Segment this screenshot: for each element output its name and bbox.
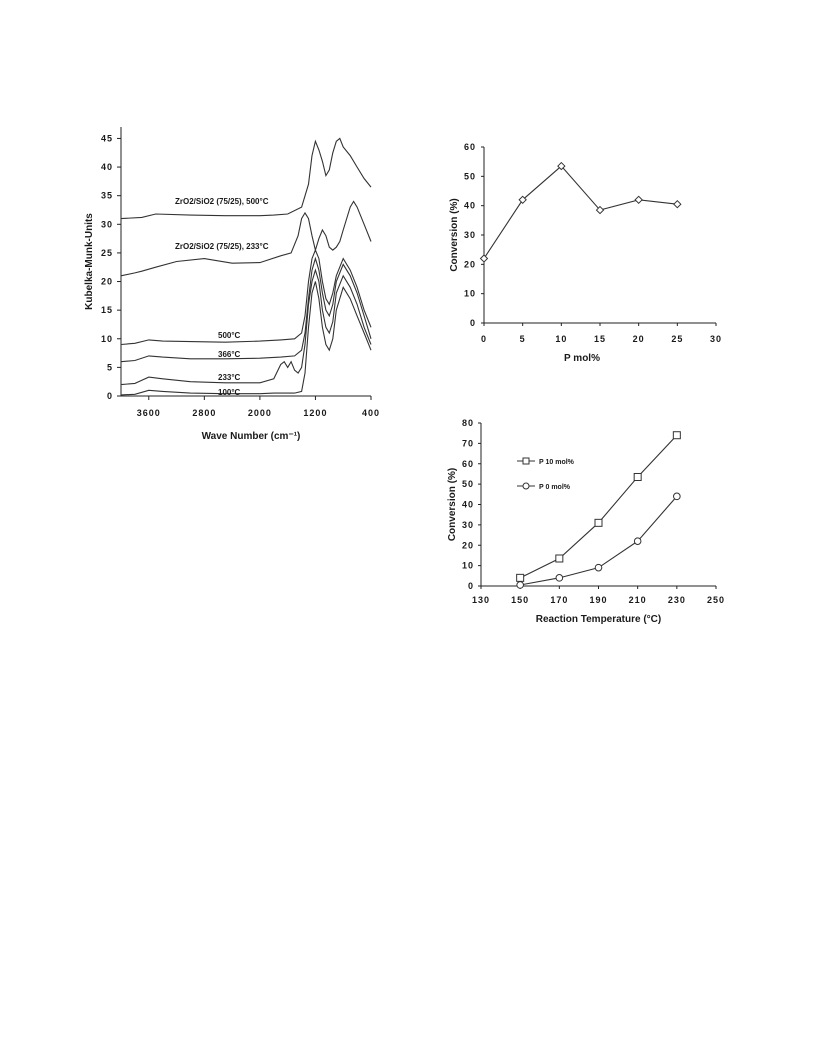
data-point-circle <box>555 574 564 582</box>
data-point-square <box>555 554 564 563</box>
x-tick-label: 0 <box>481 334 487 344</box>
p-mol-chart: 0 10 20 30 40 50 60 0 5 10 15 20 25 30 P mol% Conversio… <box>449 142 722 364</box>
y-axis-label: Kubelka-Munk-Units <box>84 213 95 310</box>
spectrum-line <box>120 137 372 220</box>
y-tick-label: 10 <box>462 561 474 571</box>
y-tick-label: 50 <box>462 479 474 489</box>
y-tick-label: 20 <box>464 259 476 269</box>
data-point-diamond <box>479 254 489 263</box>
y-tick-label: 10 <box>464 289 476 299</box>
data-point-diamond <box>595 205 605 215</box>
x-tick-label: 210 <box>629 595 647 605</box>
x-tick-label: 25 <box>671 334 683 344</box>
data-point-square <box>516 573 525 582</box>
x-tick-label: 150 <box>511 595 529 605</box>
y-tick-label: 5 <box>107 362 113 372</box>
x-tick-label: 130 <box>472 595 490 605</box>
ftir-chart: 0 5 10 15 20 25 30 35 40 45 3600 2800 2000 1200 400 Wav… <box>84 127 380 442</box>
y-tick-label: 25 <box>101 248 113 258</box>
x-tick-label: 3600 <box>137 408 161 418</box>
x-tick-label: 10 <box>555 334 567 344</box>
x-axis-label: P mol% <box>564 353 600 364</box>
data-point-circle <box>516 581 524 589</box>
y-tick-label: 40 <box>464 201 476 211</box>
legend-circle-marker <box>522 482 530 490</box>
temperature-chart: 0 10 20 30 40 50 60 70 80 130 150 170 190 210 230 250 Re… <box>447 418 725 625</box>
data-point-diamond <box>673 199 682 209</box>
series-line <box>483 165 678 259</box>
y-tick-label: 20 <box>462 540 474 550</box>
x-axis-label: Reaction Temperature (°C) <box>536 614 662 625</box>
y-tick-label: 40 <box>101 162 113 172</box>
y-tick-label: 0 <box>468 581 474 591</box>
data-point-diamond <box>634 195 643 205</box>
x-tick-label: 250 <box>707 595 725 605</box>
data-point-diamond <box>518 195 527 205</box>
y-tick-label: 30 <box>462 520 474 530</box>
y-axis-label: Conversion (%) <box>447 468 458 541</box>
spectrum-line <box>120 200 372 277</box>
y-tick-label: 0 <box>107 391 113 401</box>
x-tick-label: 400 <box>362 408 380 418</box>
legend-label: P 10 mol% <box>539 459 575 466</box>
spectrum-line <box>120 256 372 363</box>
series-annotation: 500°C <box>218 331 241 340</box>
x-tick-label: 230 <box>668 595 686 605</box>
data-point-circle <box>673 492 681 501</box>
x-tick-label: 1200 <box>303 408 327 418</box>
x-tick-label: 2800 <box>192 408 216 418</box>
data-point-square <box>594 518 603 527</box>
data-point-square <box>633 472 642 481</box>
y-tick-label: 60 <box>462 459 474 469</box>
y-tick-label: 70 <box>462 438 474 448</box>
series-annotation: ZrO2/SiO2 (75/25), 233°C <box>175 242 269 251</box>
data-point-circle <box>594 563 603 572</box>
spectrum-line <box>120 248 372 346</box>
spectrum-line <box>120 268 372 386</box>
x-tick-label: 2000 <box>248 408 272 418</box>
series-annotation: 100°C <box>218 388 241 397</box>
y-tick-label: 80 <box>462 418 474 428</box>
y-tick-label: 15 <box>101 305 113 315</box>
y-tick-label: 40 <box>462 500 474 510</box>
series-line <box>520 495 678 586</box>
x-tick-label: 30 <box>710 334 722 344</box>
data-point-square <box>672 431 681 440</box>
legend-square-marker <box>522 457 530 465</box>
y-tick-label: 30 <box>101 219 113 229</box>
y-axis-label: Conversion (%) <box>449 198 460 271</box>
legend-label: P 0 mol% <box>539 484 571 491</box>
series-annotation: 366°C <box>218 350 241 359</box>
y-tick-label: 10 <box>101 334 113 344</box>
y-tick-label: 45 <box>101 133 113 143</box>
x-tick-label: 20 <box>633 334 645 344</box>
y-tick-label: 0 <box>470 318 476 328</box>
y-tick-label: 60 <box>464 142 476 152</box>
series-line <box>519 434 678 579</box>
x-tick-label: 5 <box>520 334 526 344</box>
x-tick-label: 190 <box>589 595 607 605</box>
x-axis-label: Wave Number (cm⁻¹) <box>202 431 301 442</box>
y-tick-label: 35 <box>101 191 113 201</box>
data-point-circle <box>633 537 642 545</box>
y-tick-label: 20 <box>101 277 113 287</box>
x-tick-label: 15 <box>594 334 606 344</box>
spectrum-line <box>120 281 372 396</box>
series-annotation: 233°C <box>218 373 241 382</box>
x-tick-label: 170 <box>550 595 568 605</box>
y-tick-label: 50 <box>464 171 476 181</box>
data-point-diamond <box>557 161 566 171</box>
series-annotation: ZrO2/SiO2 (75/25), 500°C <box>175 197 269 206</box>
y-tick-label: 30 <box>464 230 476 240</box>
